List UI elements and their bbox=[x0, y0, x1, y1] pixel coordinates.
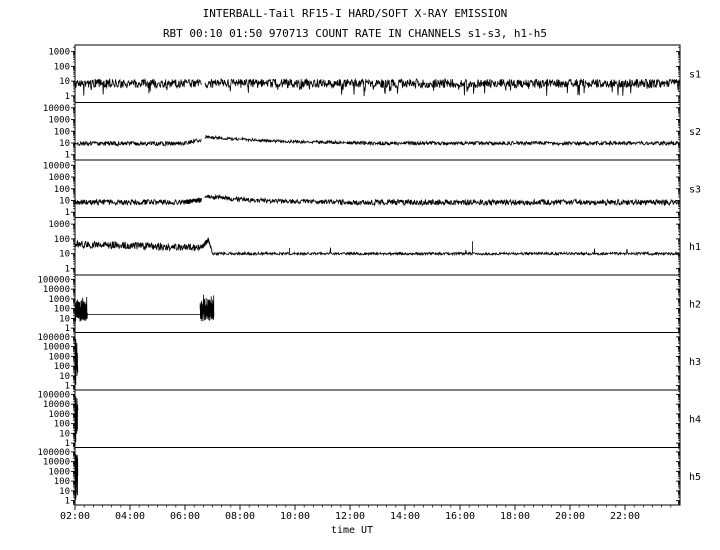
panel-label-s2: s2 bbox=[689, 127, 701, 138]
y-tick-label: 10 bbox=[59, 139, 70, 149]
x-tick-label: 16:00 bbox=[445, 511, 475, 522]
y-tick-label: 1 bbox=[65, 92, 70, 102]
y-tick-label: 100 bbox=[54, 362, 70, 372]
y-tick-label: 10 bbox=[59, 487, 70, 497]
y-tick-label: 1 bbox=[65, 382, 70, 392]
y-tick-label: 100 bbox=[54, 305, 70, 315]
y-tick-label: 10000 bbox=[43, 285, 70, 295]
y-tick-label: 10000 bbox=[43, 104, 70, 114]
trace-s1 bbox=[74, 77, 680, 97]
y-tick-label: 1 bbox=[65, 151, 70, 161]
y-tick-label: 1000 bbox=[48, 410, 70, 420]
panel-label-h5: h5 bbox=[689, 472, 701, 483]
panel-label-h2: h2 bbox=[689, 299, 701, 310]
x-axis-title: time UT bbox=[331, 525, 373, 536]
y-tick-label: 100 bbox=[54, 477, 70, 487]
y-tick-label: 100000 bbox=[37, 390, 70, 400]
y-tick-label: 1 bbox=[65, 497, 70, 507]
trace-h5 bbox=[74, 454, 79, 500]
y-tick-label: 10 bbox=[59, 314, 70, 324]
y-tick-label: 10000 bbox=[43, 161, 70, 171]
panel-frame bbox=[74, 447, 681, 506]
panel-label-h3: h3 bbox=[689, 357, 701, 368]
panel-label-h1: h1 bbox=[689, 242, 701, 253]
chart-panel-s1: 1000 100 10 1 s1 bbox=[48, 44, 701, 103]
x-tick-label: 08:00 bbox=[225, 511, 255, 522]
y-tick-label: 100000 bbox=[37, 333, 70, 343]
y-tick-label: 1 bbox=[65, 324, 70, 334]
trace-h3 bbox=[74, 339, 79, 385]
panel-label-s3: s3 bbox=[689, 184, 701, 195]
panel-frame bbox=[74, 332, 681, 391]
y-tick-label: 100 bbox=[54, 185, 70, 195]
y-tick-label: 10000 bbox=[43, 400, 70, 410]
trace-s2 bbox=[74, 134, 680, 147]
y-tick-label: 100 bbox=[54, 235, 70, 245]
y-tick-label: 100000 bbox=[37, 448, 70, 458]
x-axis: 02:00 04:00 06:00 08:00 10:00 12:00 14:00 16:00… bbox=[60, 505, 672, 522]
x-tick-label: 06:00 bbox=[170, 511, 200, 522]
trace-h4 bbox=[74, 396, 79, 443]
y-tick-label: 10000 bbox=[43, 343, 70, 353]
x-tick-label: 22:00 bbox=[610, 511, 640, 522]
chart-panel-h1: 1000 100 10 1 h1 bbox=[48, 217, 701, 276]
y-tick-label: 1000 bbox=[48, 116, 70, 126]
y-tick-label: 1000 bbox=[48, 48, 70, 58]
x-tick-label: 10:00 bbox=[280, 511, 310, 522]
y-tick-label: 1000 bbox=[48, 220, 70, 230]
chart-subtitle: RBT 00:10 01:50 970713 COUNT RATE IN CHA… bbox=[163, 27, 547, 40]
y-tick-label: 10 bbox=[59, 250, 70, 260]
panel-frame bbox=[74, 159, 681, 218]
panel-label-s1: s1 bbox=[689, 69, 701, 80]
y-tick-label: 1 bbox=[65, 208, 70, 218]
trace-h1 bbox=[74, 237, 680, 257]
y-tick-label: 1 bbox=[65, 439, 70, 449]
trace-s3 bbox=[74, 193, 680, 207]
y-tick-label: 10 bbox=[59, 196, 70, 206]
y-tick-label: 10000 bbox=[43, 458, 70, 468]
x-tick-label: 12:00 bbox=[335, 511, 365, 522]
y-tick-label: 10 bbox=[59, 372, 70, 382]
x-tick-label: 04:00 bbox=[115, 511, 145, 522]
x-tick-label: 14:00 bbox=[390, 511, 420, 522]
panels-group: 1000100101s1100001000100101s210000100010… bbox=[37, 44, 701, 507]
panel-frame bbox=[74, 102, 681, 161]
y-tick-label: 100 bbox=[54, 420, 70, 430]
y-tick-label: 1000 bbox=[48, 295, 70, 305]
y-tick-label: 1 bbox=[65, 264, 70, 274]
panel-frame bbox=[74, 217, 681, 276]
panel-frame bbox=[74, 274, 681, 333]
trace-h2 bbox=[74, 294, 215, 322]
panel-frame bbox=[74, 44, 681, 103]
x-tick-label: 02:00 bbox=[60, 511, 90, 522]
y-tick-label: 100 bbox=[54, 62, 70, 72]
y-tick-label: 1000 bbox=[48, 467, 70, 477]
x-tick-label: 20:00 bbox=[555, 511, 585, 522]
y-tick-label: 100000 bbox=[37, 275, 70, 285]
y-tick-label: 1000 bbox=[48, 173, 70, 183]
y-tick-label: 10 bbox=[59, 429, 70, 439]
y-tick-label: 1000 bbox=[48, 352, 70, 362]
y-tick-label: 10 bbox=[59, 77, 70, 87]
panel-frame bbox=[74, 389, 681, 448]
y-tick-label: 100 bbox=[54, 127, 70, 137]
panel-label-h4: h4 bbox=[689, 414, 701, 425]
chart-title: INTERBALL-Tail RF15-I HARD/SOFT X-RAY EM… bbox=[203, 7, 508, 20]
x-tick-label: 18:00 bbox=[500, 511, 530, 522]
